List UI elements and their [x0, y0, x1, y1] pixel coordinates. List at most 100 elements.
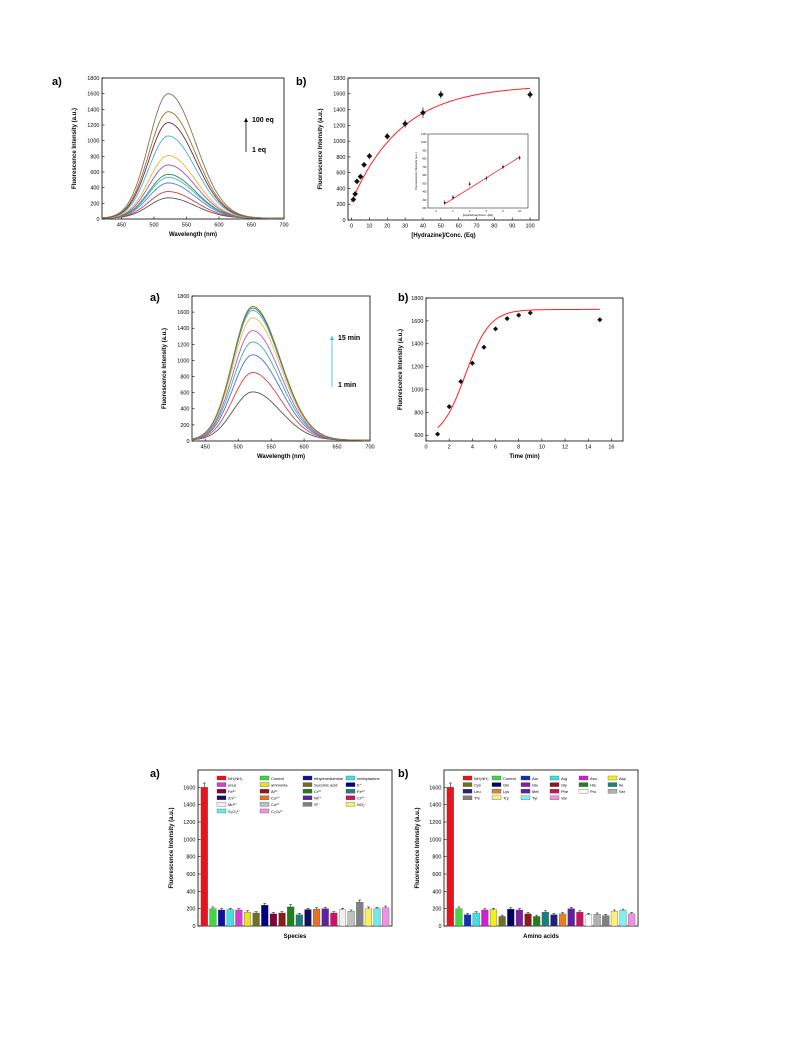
legend-label: ethylenediamine	[314, 776, 344, 781]
data-point	[357, 173, 364, 180]
bar	[304, 909, 312, 927]
figure2-panel-b: b) 600 800 1000 1200 1400 1600 1800 0 2 4 6 8 10 12 14…	[392, 288, 637, 488]
data-point	[361, 161, 367, 168]
data-point	[527, 91, 533, 98]
bar	[269, 913, 277, 927]
y-tick-label: 1000	[87, 139, 99, 145]
y-tick-label: 800	[336, 155, 345, 161]
annotation-top: 15 min	[338, 335, 360, 342]
kinetics-chart: 600 800 1000 1200 1400 1600 1800 0 2 4 6 8 10 12 14 16 T…	[398, 296, 624, 460]
legend-swatch	[578, 775, 589, 781]
inset-data-point	[518, 156, 521, 159]
x-tick-label: 500	[149, 223, 158, 229]
plot-frame	[197, 769, 393, 927]
x-axis-label: Wavelength (nm)	[257, 454, 305, 460]
bar	[628, 913, 636, 927]
x-tick-label: 650	[247, 223, 256, 229]
bar	[330, 912, 338, 927]
y-axis-label: Fluorescence Intensity (a.u.)	[415, 807, 421, 888]
data-point	[597, 317, 603, 323]
bar	[593, 914, 601, 927]
inset-chart: 200 300 400 500 600 700 800 900 1000 1100 0 2 4 6 8 10 […	[414, 133, 529, 217]
bar	[321, 908, 329, 927]
legend-label: His	[590, 782, 596, 787]
legend-swatch	[462, 782, 473, 787]
y-tick-label: 800	[90, 154, 99, 160]
legend-label: Phe	[561, 789, 569, 794]
bar	[584, 914, 593, 927]
y-axis-label: Fluorescence Intensity (a.u.)	[398, 329, 404, 410]
legend-swatch	[216, 775, 227, 781]
legend-swatch	[462, 795, 473, 800]
y-axis-label: Fluorescence Intensity (a.u.)	[162, 328, 168, 409]
figure2-panel-a: a) 0 200 400 600 800 1000 1200 1400 1600 1800 450 5…	[146, 288, 391, 488]
legend-label: methylamine	[357, 776, 380, 781]
legend-label: Trp	[503, 796, 510, 801]
legend-label: urea	[228, 782, 237, 787]
bar	[226, 909, 234, 927]
y-tick-label: 1400	[333, 107, 345, 113]
x-tick-label: 2	[448, 445, 451, 451]
inset-data-point	[502, 165, 504, 168]
bar	[261, 905, 269, 927]
bar	[218, 909, 226, 927]
y-tick-label: 400	[336, 186, 345, 192]
bar	[338, 909, 347, 927]
y-tick-label: 1800	[87, 76, 99, 82]
y-tick-label: 1600	[177, 310, 189, 316]
bar	[550, 914, 558, 927]
bar	[313, 908, 321, 927]
bar	[356, 902, 364, 927]
legend-swatch	[302, 795, 313, 800]
inset-x-tick-label: 6	[486, 210, 488, 213]
legend-label: NH₂NH₂	[474, 776, 489, 781]
bar	[489, 909, 498, 927]
x-tick-label: 100	[525, 224, 534, 230]
legend-label: Met	[532, 789, 540, 794]
bar	[541, 911, 549, 927]
y-tick-label: 600	[432, 872, 441, 878]
figure1-panel-a: a) 0 200 400 600 800 1000 1200 1400 1600 1800 450 5…	[48, 68, 298, 248]
spectrum-line	[191, 306, 370, 441]
figure1-panel-b: b) 0 200 400 600 800 1000 1200 1400 1600 1800 0 10 2…	[292, 68, 552, 258]
bar	[515, 909, 523, 927]
legend-label: S²⁻	[314, 802, 320, 807]
legend-swatch	[578, 782, 589, 787]
panel-letter: b)	[398, 768, 409, 780]
y-tick-label: 600	[180, 391, 189, 397]
y-axis-label: Fluorescence Intensity (a.u.)	[72, 108, 78, 189]
y-tick-label: 400	[90, 186, 99, 192]
y-tick-label: 200	[432, 907, 441, 913]
legend-swatch	[491, 782, 502, 787]
figure3-panel-a: a) 0 200 400 600 800 1000 1200 1400 1600 Species F…	[146, 764, 396, 949]
bar	[243, 911, 252, 927]
species-selectivity-chart: 0 200 400 600 800 1000 1200 1400 1600 Species Fluo…	[169, 769, 393, 940]
legend-label: Cys	[474, 782, 481, 787]
inset-x-label: [Hydrazine]/Conc. (Eq)	[463, 213, 493, 217]
emission-spectra-chart: 0 200 400 600 800 1000 1200 1400 1600 1800 450 500 5…	[72, 76, 289, 238]
inset-x-tick-label: 8	[502, 210, 504, 213]
bar	[446, 787, 454, 927]
inset-y-tick-label: 200	[422, 207, 427, 210]
legend-label: Arg	[561, 776, 567, 781]
y-tick-label: 1200	[87, 123, 99, 129]
legend-swatch	[549, 775, 560, 781]
x-tick-label: 20	[384, 224, 390, 230]
inset-fit-line	[444, 156, 520, 205]
legend-swatch	[345, 802, 356, 807]
legend-swatch	[578, 789, 589, 794]
bar	[498, 916, 506, 927]
y-tick-label: 400	[186, 889, 195, 895]
y-tick-label: 200	[180, 423, 189, 429]
bar	[602, 915, 610, 927]
x-tick-label: 40	[420, 224, 426, 230]
legend-label: Asn	[590, 776, 597, 781]
y-tick-label: 0	[186, 439, 189, 445]
inset-x-tick-label: 10	[518, 210, 521, 213]
legend-label: Tyr	[532, 796, 538, 801]
x-tick-label: 6	[494, 445, 497, 451]
bar	[610, 911, 618, 927]
legend-label: Fe³⁺	[228, 789, 236, 794]
legend-swatch	[216, 795, 227, 800]
legend-swatch	[491, 789, 502, 794]
